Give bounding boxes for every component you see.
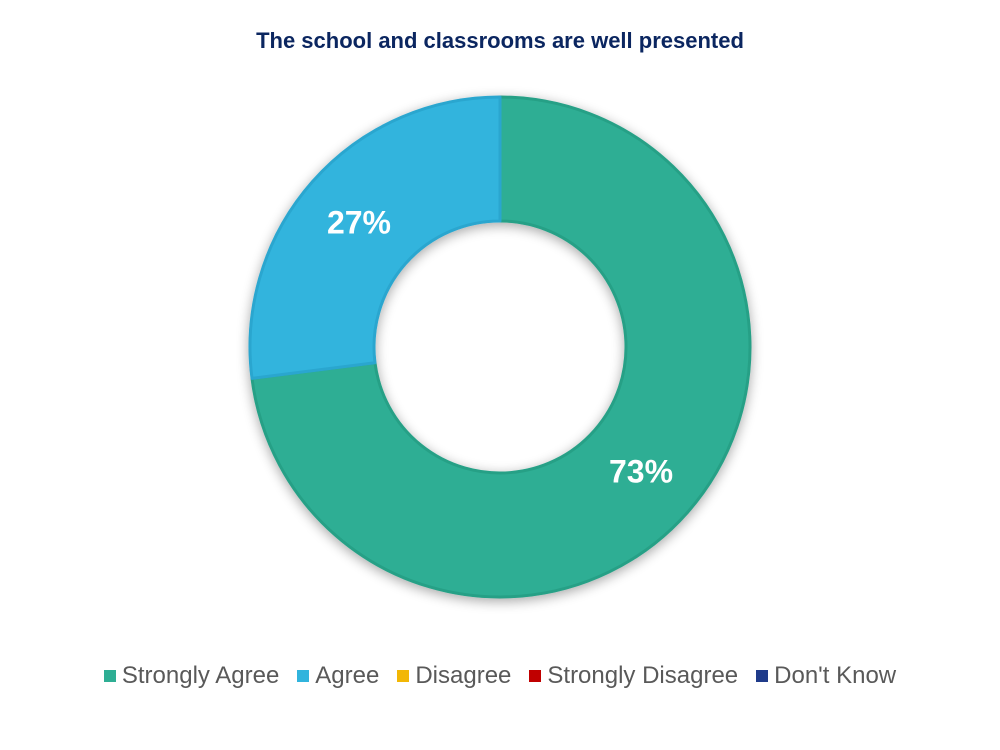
legend-swatch (397, 670, 410, 682)
legend-item-strongly-agree: Strongly Agree (103, 662, 280, 690)
legend-label: Agree (315, 662, 380, 689)
legend-swatch (529, 670, 542, 682)
donut-slice-strongly-agree (250, 95, 752, 599)
legend-label: Strongly Agree (121, 662, 280, 689)
legend-item-strongly-disagree: Strongly Disagree (529, 662, 738, 690)
legend-item-disagree: Disagree (397, 662, 511, 690)
legend-label: Strongly Disagree (547, 662, 739, 689)
legend-swatch (297, 670, 310, 682)
legend: Strongly Agree Agree Disagree Strongly D… (0, 662, 1000, 690)
legend-item-agree: Agree (297, 662, 379, 690)
data-label-strongly-agree: 73% (609, 453, 673, 489)
donut-slice-agree (248, 95, 502, 380)
legend-swatch (756, 670, 769, 682)
legend-item-dont-know: Don't Know (756, 662, 896, 690)
data-label-agree: 27% (327, 205, 391, 241)
legend-label: Disagree (415, 662, 512, 689)
legend-swatch (103, 670, 116, 682)
chart-title: The school and classrooms are well prese… (256, 28, 744, 53)
legend-label: Don't Know (774, 662, 897, 689)
